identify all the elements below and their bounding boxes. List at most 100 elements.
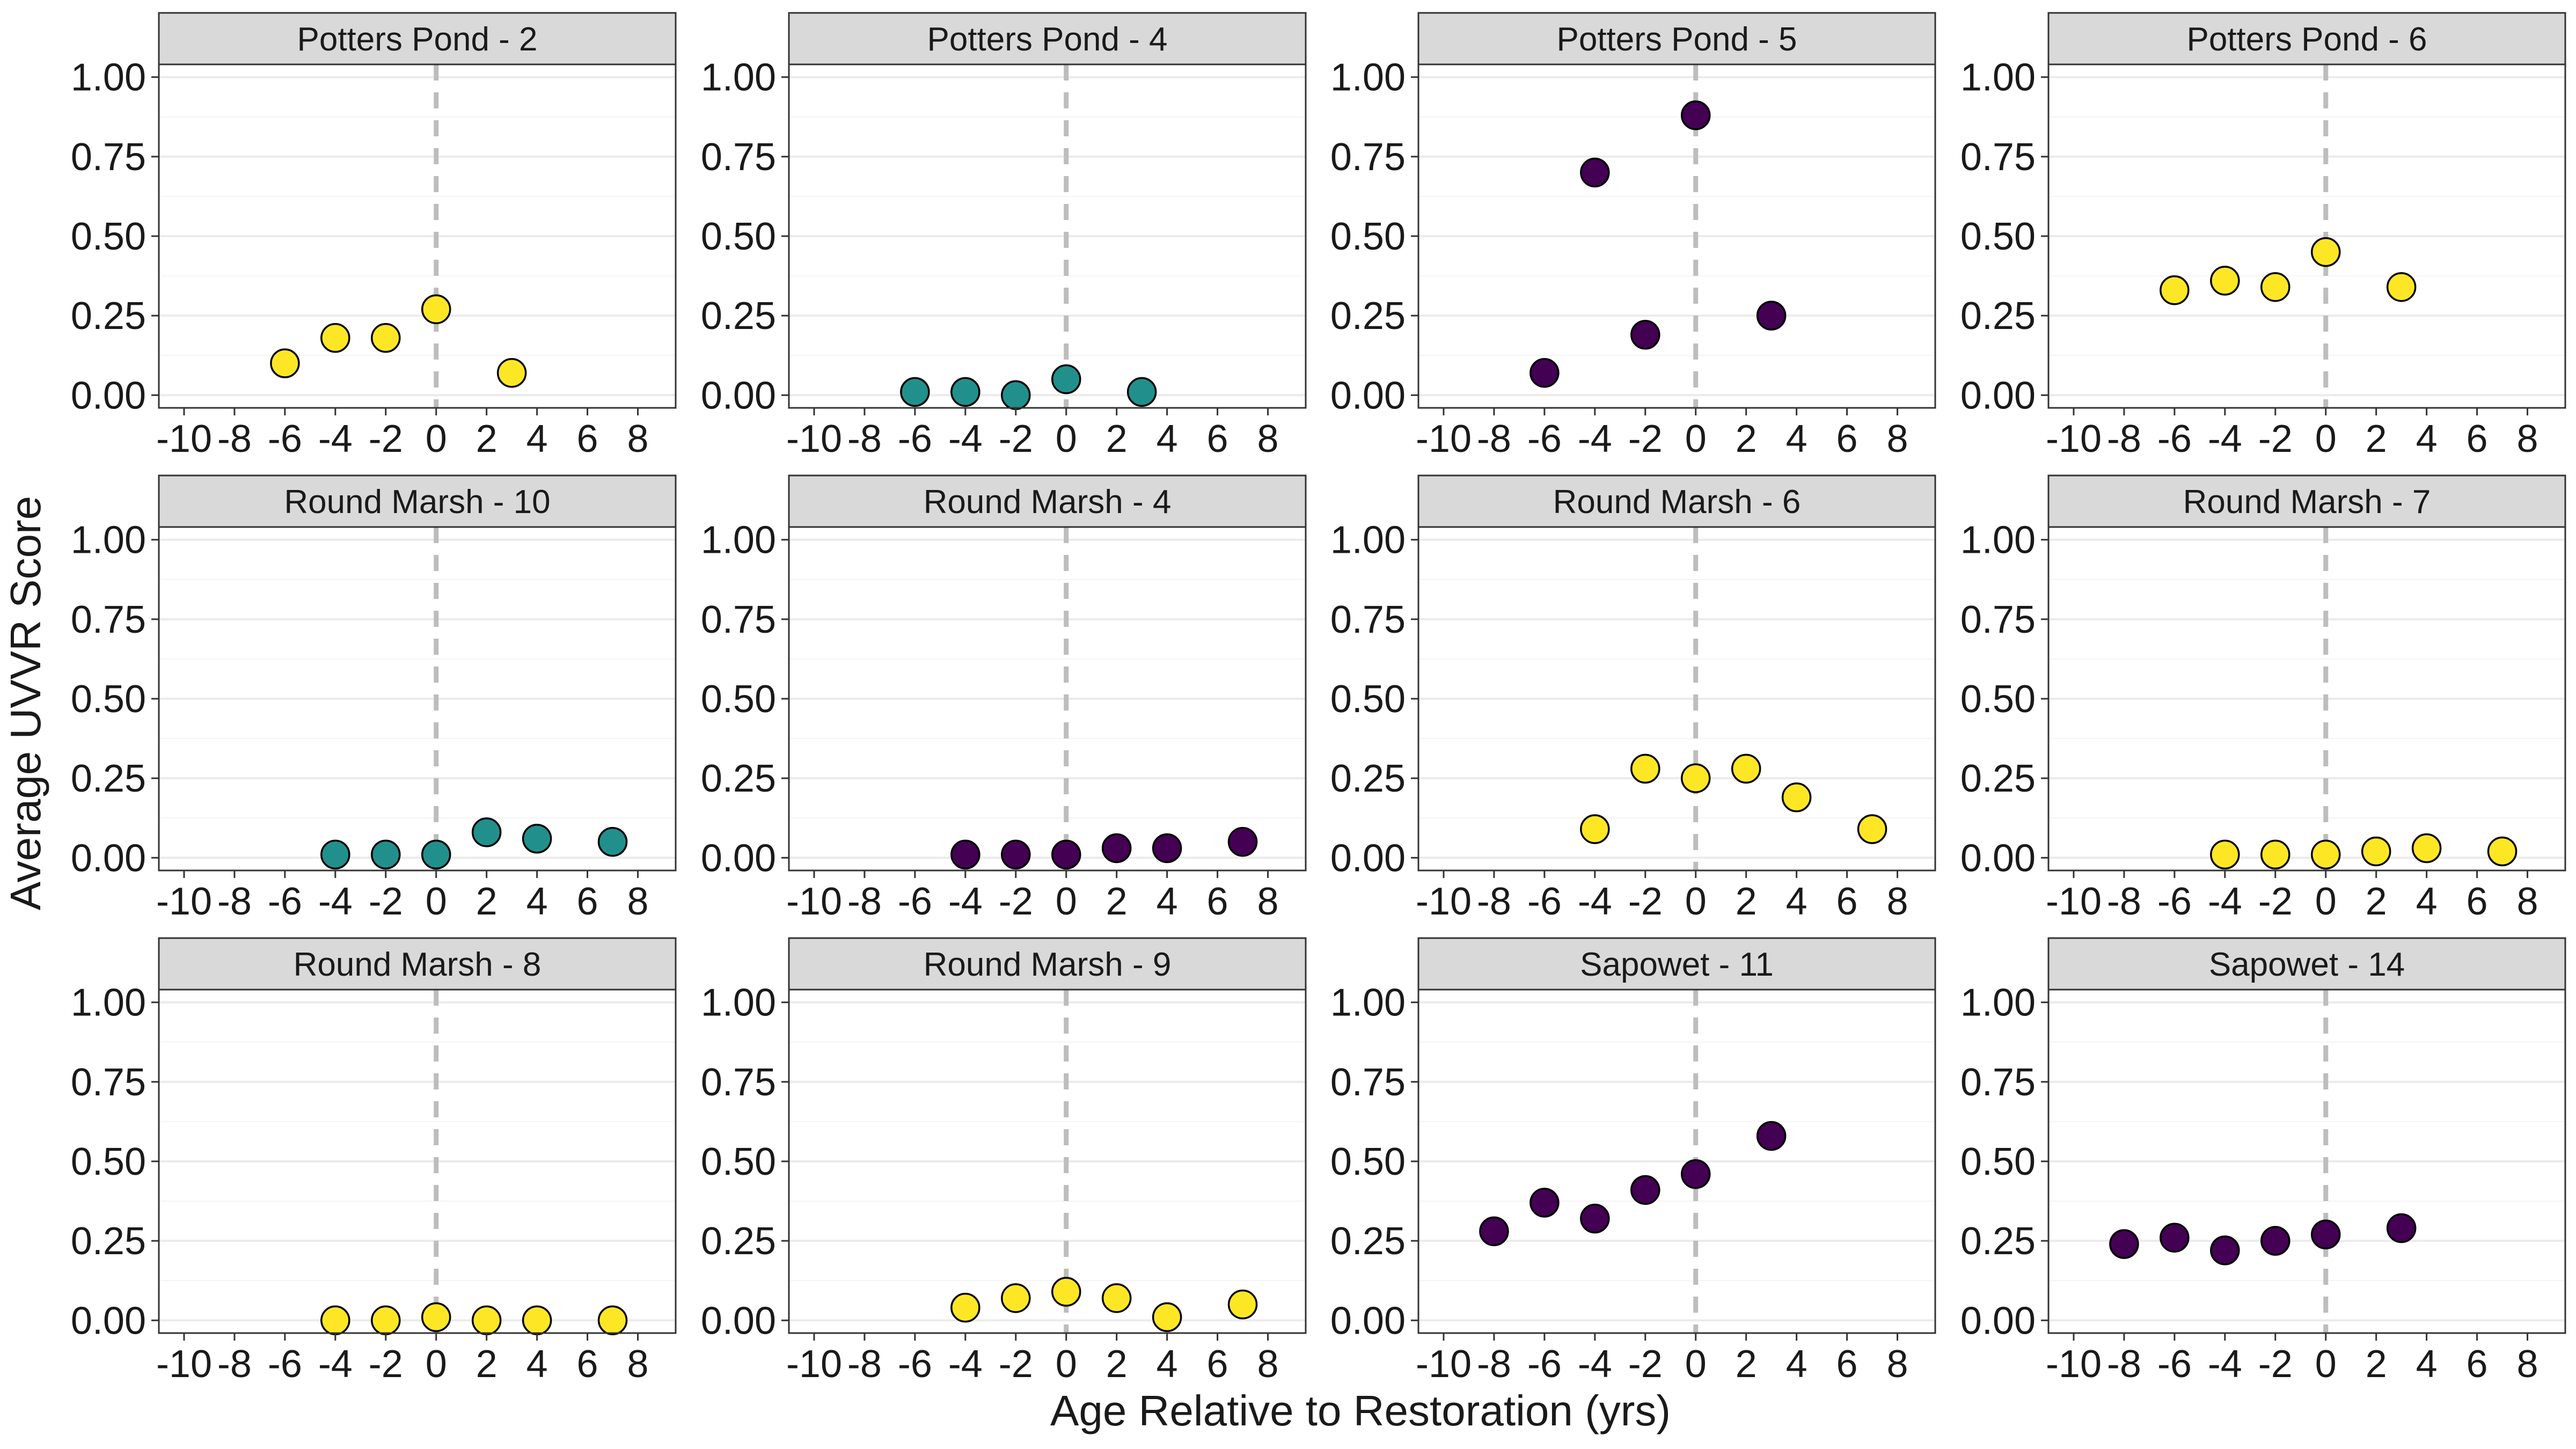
data-point [900,377,930,407]
x-tick-label: -6 [2157,880,2192,923]
x-tick-label: -8 [2107,418,2141,460]
data-point [1227,1289,1258,1320]
data-point [2210,266,2240,296]
x-tick-label: 4 [1157,418,1178,460]
y-tick-label: 0.00 [71,374,146,417]
y-tick-label: 0.50 [701,215,776,258]
x-tick-label: -8 [217,418,252,460]
x-tick-label: -4 [1578,1343,1612,1386]
y-tick-label: 0.50 [701,678,776,721]
x-tick-label: 8 [2517,880,2538,923]
x-tick-label: 2 [1106,1343,1128,1386]
x-tick-label: -6 [1527,1343,1562,1386]
facet-strip [2047,12,2566,65]
y-tick-label: 0.75 [701,598,776,641]
x-tick-label: 4 [526,1343,548,1386]
facet-panel: Round Marsh - 7 0.00 0.25 0.50 0.75 1.00 -10 -8… [1960,474,2566,923]
data-point [1051,364,1081,394]
y-tick-label: 0.75 [1960,136,2036,179]
x-tick-label: 4 [1786,418,1807,460]
x-tick-label: -2 [369,418,403,460]
facet-panel: Potters Pond - 50.000.250.500.751.00-10-… [1330,12,1936,460]
facet-strip [788,937,1307,991]
facet-panel: Round Marsh - 6 0.00 0.25 0.50 0.75 1.00 -10 -8… [1330,474,1936,923]
data-point [1731,753,1761,784]
y-tick-label: 0.00 [1960,1299,2036,1342]
x-tick-label: 2 [2366,1343,2387,1386]
facet-panels: Potters Pond - 20.000.250.500.751.00-10-… [71,12,2566,1386]
data-point [1857,814,1887,844]
x-tick-label: 0 [426,1343,447,1386]
x-tick-label: 6 [1207,880,1228,923]
data-point [496,358,527,388]
x-tick-label: -2 [369,1343,403,1386]
y-tick-label: 0.00 [71,837,146,880]
x-tick-label: -10 [156,880,212,923]
x-tick-label: 8 [627,1343,649,1386]
y-tick-label: 0.75 [701,1061,776,1104]
y-tick-label: 0.75 [71,136,146,179]
x-tick-label: 8 [2517,1343,2538,1386]
y-tick-label: 0.00 [1330,1299,1406,1342]
y-tick-label: 0.50 [1960,1140,2036,1183]
x-tick-label: -6 [898,1343,932,1386]
x-tick-label: 4 [2416,1343,2438,1386]
data-point [320,839,350,870]
y-tick-label: 1.00 [1330,519,1406,562]
data-point [471,817,502,847]
x-tick-label: -6 [1527,418,1562,460]
data-point [1529,358,1560,388]
facet-strip [158,937,677,991]
x-tick-label: -8 [847,418,882,460]
data-point [471,1305,502,1336]
data-point [2109,1229,2139,1259]
x-tick-label: 2 [1736,880,1757,923]
x-tick-label: 8 [2517,418,2538,460]
data-point [2361,836,2391,867]
facet-title: Round Marsh - 4 [924,484,1172,521]
x-tick-label: -10 [786,418,842,460]
y-tick-label: 0.25 [71,1220,146,1263]
data-point [2386,1213,2417,1243]
data-point [371,323,401,353]
x-tick-label: -10 [1416,418,1472,460]
x-tick-label: 4 [2416,418,2438,460]
facet-title: Sapowet - 14 [2209,946,2405,983]
facet-strip [2047,937,2566,991]
x-tick-label: 8 [1887,1343,1908,1386]
data-point [2310,839,2341,870]
x-tick-label: 6 [577,418,598,460]
x-tick-label: -2 [2258,1343,2293,1386]
y-tick-label: 0.25 [1960,295,2036,338]
data-point [1479,1216,1509,1247]
y-tick-label: 0.75 [71,1061,146,1104]
data-point [371,1305,401,1336]
data-point [1630,319,1660,350]
facet-title: Round Marsh - 8 [294,946,541,983]
facet-strip [788,12,1307,65]
data-point [371,839,401,870]
x-axis-title: Age Relative to Restoration (yrs) [1050,1387,1671,1435]
data-point [421,839,451,870]
x-tick-label: -2 [1628,418,1663,460]
x-tick-label: 4 [526,880,548,923]
y-axis-title: Average UVVR Score [2,496,49,910]
x-tick-label: 0 [1056,418,1077,460]
x-tick-label: -4 [2208,1343,2242,1386]
x-tick-label: -10 [156,418,212,460]
y-tick-label: 0.00 [701,374,776,417]
x-tick-label: -8 [2107,880,2141,923]
data-point [2210,839,2240,870]
data-point [1580,1203,1610,1234]
y-tick-label: 1.00 [1330,982,1406,1024]
y-tick-label: 0.75 [1960,1061,2036,1104]
data-point [1756,301,1787,331]
x-tick-label: 2 [1106,418,1128,460]
x-tick-label: -10 [2046,880,2102,923]
y-tick-label: 0.00 [701,837,776,880]
data-point [1680,763,1711,793]
data-point [597,1305,628,1336]
facet-panel: Potters Pond - 40.000.250.500.751.00-10-… [701,12,1307,460]
y-tick-label: 0.50 [1330,1140,1406,1183]
facet-panel: Round Marsh - 8 0.00 0.25 0.50 0.75 1.00 -10 -8… [71,937,677,1386]
